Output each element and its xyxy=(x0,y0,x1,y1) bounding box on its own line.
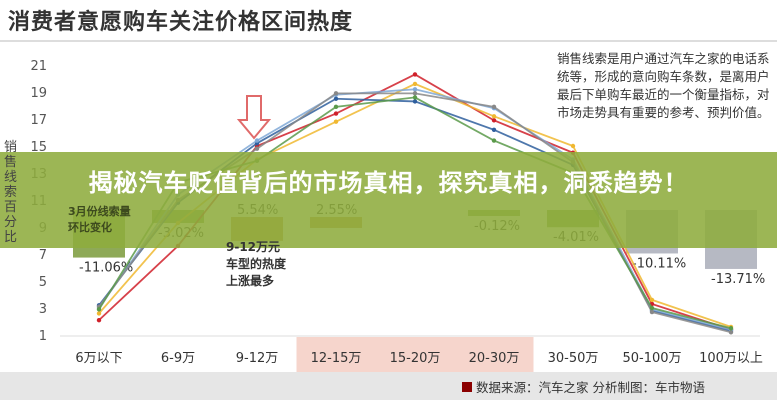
data-point xyxy=(333,111,339,116)
data-point xyxy=(491,138,497,143)
y-tick-label: 3 xyxy=(39,302,47,317)
bar-legend-line: 环比变化 xyxy=(68,221,112,234)
chart-title: 消费者意愿购车关注价格区间热度 xyxy=(8,10,354,35)
data-point xyxy=(333,91,339,96)
category-highlight xyxy=(375,337,455,372)
data-point xyxy=(649,309,655,315)
down-arrow-icon xyxy=(236,95,272,140)
annotation-line: 车型的热度 xyxy=(226,257,287,271)
data-point xyxy=(412,81,418,87)
data-point xyxy=(412,91,418,96)
data-point xyxy=(728,326,734,331)
bar-label: -11.06% xyxy=(79,261,133,276)
y-tick-label: 19 xyxy=(30,86,47,101)
y-tick-label: 15 xyxy=(30,140,47,155)
bar-label: -10.11% xyxy=(632,256,686,271)
category-highlight xyxy=(454,337,534,372)
x-tick-label: 30-50万 xyxy=(548,351,599,366)
annotation: 9-12万元 车型的热度 上涨最多 xyxy=(226,239,286,290)
y-tick-label: 1 xyxy=(39,329,47,344)
source-text: 数据来源：汽车之家 分析制图：车市物语 xyxy=(476,380,705,395)
data-point xyxy=(491,118,497,123)
data-point xyxy=(491,127,497,132)
banner-text: 揭秘汽车贬值背后的市场真相，探究真相，洞悉趋势！ xyxy=(88,169,689,197)
x-tick-label: 20-30万 xyxy=(469,351,520,366)
x-tick-label: 6万以下 xyxy=(75,351,122,366)
data-point xyxy=(254,138,260,143)
x-tick-label: 50-100万 xyxy=(622,351,681,366)
data-point xyxy=(412,87,418,92)
annotation-line: 上涨最多 xyxy=(226,274,275,288)
y-tick-label: 5 xyxy=(39,275,47,290)
data-point xyxy=(412,72,418,77)
footer xyxy=(0,372,777,400)
data-point xyxy=(96,311,102,316)
data-point xyxy=(96,317,102,323)
y-tick-label: 17 xyxy=(30,113,47,128)
chart-note: 销售线索是用户通过汽车之家的电话系统等，形成的意向购车条数，是离用户最后下单购车… xyxy=(557,51,770,120)
x-tick-label: 9-12万 xyxy=(236,351,279,366)
data-point xyxy=(96,307,102,312)
bar-label: -13.71% xyxy=(711,272,765,287)
x-tick-label: 100万以上 xyxy=(699,351,763,366)
divider xyxy=(0,40,777,42)
data-point xyxy=(649,297,655,303)
data-point xyxy=(728,330,734,335)
data-point xyxy=(412,99,418,104)
x-tick-label: 6-9万 xyxy=(161,351,195,366)
data-point xyxy=(570,143,576,149)
data-point xyxy=(491,114,497,119)
data-point xyxy=(333,96,339,101)
data-point xyxy=(491,104,497,110)
x-tick-label: 15-20万 xyxy=(390,351,441,366)
banner xyxy=(0,152,777,248)
data-point xyxy=(649,305,655,311)
annotation-line: 9-12万元 xyxy=(226,240,281,254)
legend-square-icon xyxy=(462,382,472,392)
source: 数据来源：汽车之家 分析制图：车市物语 xyxy=(462,377,705,396)
y-tick-label: 7 xyxy=(39,248,47,263)
y-tick-label: 21 xyxy=(30,59,47,74)
data-point xyxy=(412,95,418,100)
data-point xyxy=(333,104,339,110)
data-point xyxy=(333,119,339,124)
bar-legend-line: 3月份线索量 xyxy=(68,205,131,218)
x-tick-label: 12-15万 xyxy=(311,351,362,366)
data-point xyxy=(254,146,260,151)
category-highlight xyxy=(296,337,376,372)
y-axis-label: 销售线索百分比 xyxy=(4,140,18,245)
bar-legend: 3月份线索量 环比变化 xyxy=(68,204,131,236)
